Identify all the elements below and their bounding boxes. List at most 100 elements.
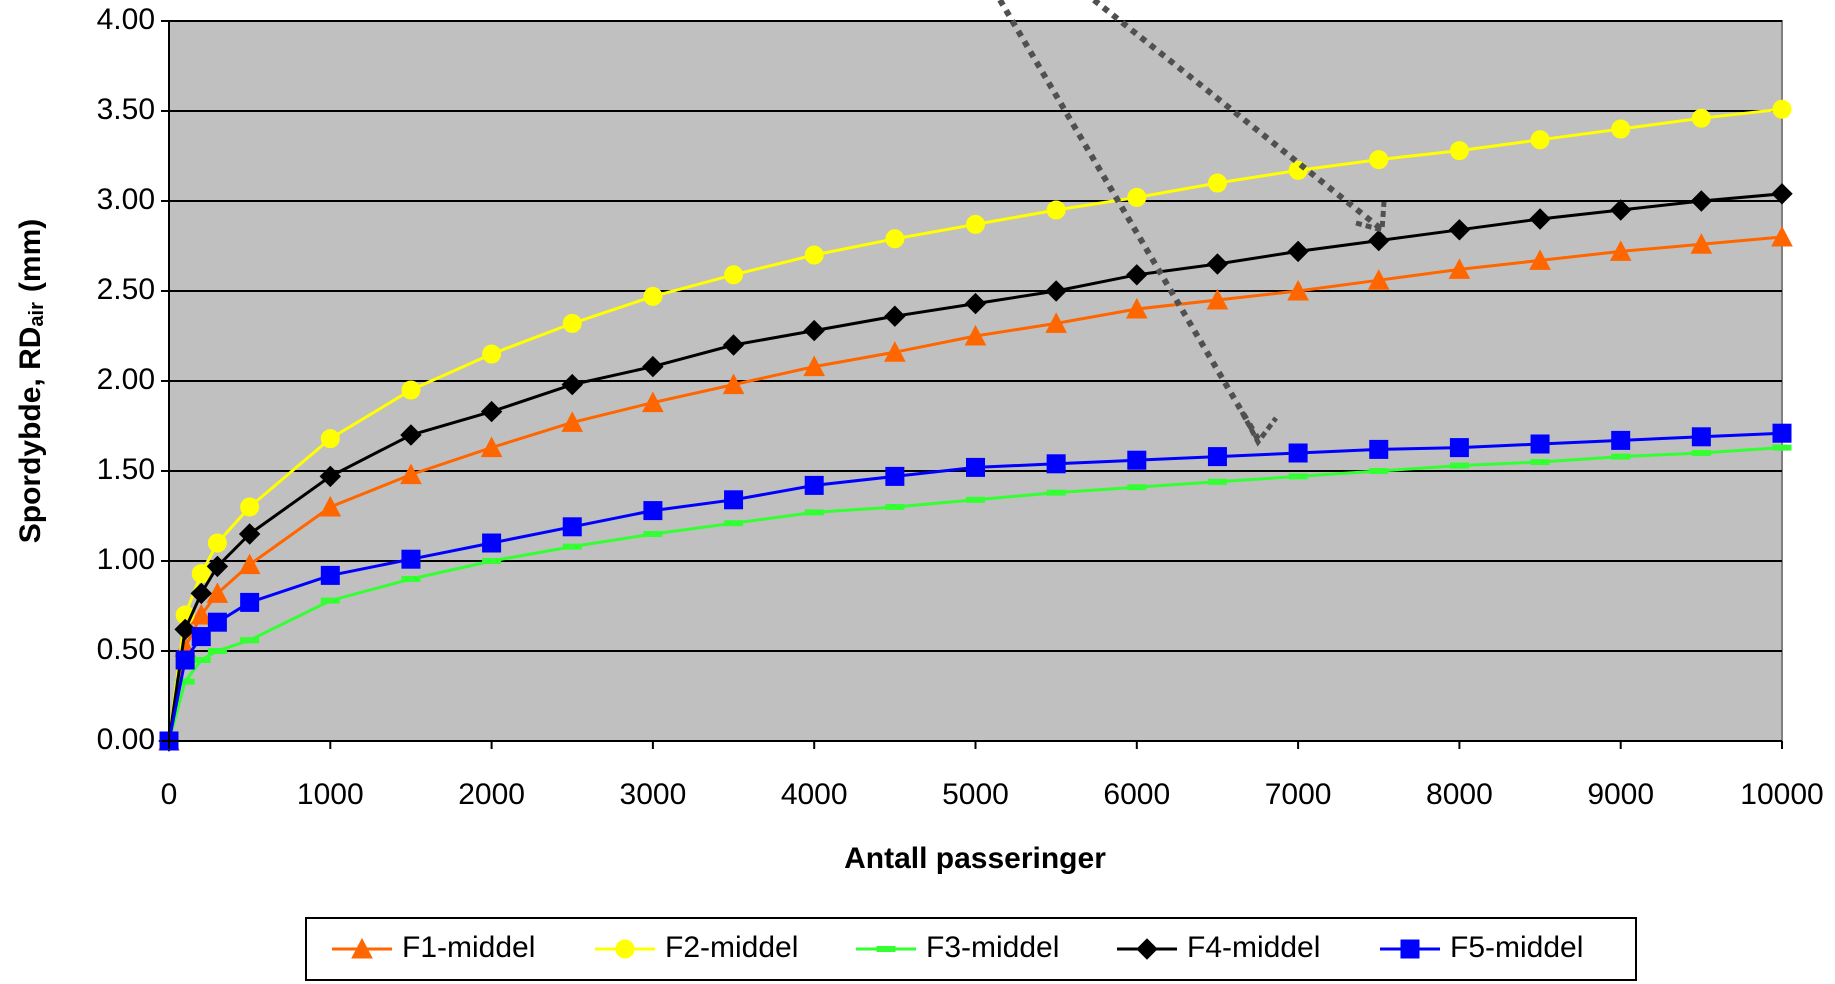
data-point — [966, 214, 985, 234]
data-point — [1127, 484, 1147, 491]
data-point — [1369, 468, 1389, 474]
data-point — [804, 475, 824, 495]
y-axis-title: Spordybde, RDair (mm) — [14, 219, 48, 544]
data-point — [1690, 190, 1713, 212]
data-point — [885, 229, 905, 249]
legend-marker — [615, 939, 635, 959]
y-tick-label: 3.00 — [97, 183, 155, 216]
data-point — [885, 466, 905, 486]
data-point — [480, 436, 503, 458]
data-point — [480, 400, 503, 423]
data-point — [1127, 450, 1147, 470]
data-point — [320, 597, 340, 604]
data-point — [1609, 240, 1632, 261]
data-point — [1691, 450, 1711, 456]
x-tick-label: 5000 — [942, 778, 1009, 811]
data-point — [1046, 489, 1066, 496]
data-point — [722, 373, 745, 395]
arrow-head — [1355, 201, 1387, 234]
data-point — [191, 657, 211, 663]
data-point — [1369, 150, 1389, 170]
data-point — [190, 582, 212, 605]
data-point — [1449, 462, 1469, 469]
data-point — [240, 497, 260, 517]
data-point — [966, 496, 985, 503]
data-point — [1046, 454, 1066, 474]
data-point — [643, 501, 663, 521]
data-point — [320, 429, 340, 449]
data-point — [191, 627, 211, 647]
data-point — [1611, 119, 1631, 139]
data-point — [1046, 200, 1066, 220]
y-tick-label: 0.50 — [97, 633, 155, 666]
data-point — [724, 265, 744, 285]
data-point — [482, 533, 502, 553]
y-axis-title-sub: air — [26, 302, 48, 327]
series-line — [167, 192, 1783, 742]
arrow — [1092, 0, 1382, 231]
data-point — [804, 509, 824, 516]
arrow-head — [1239, 410, 1278, 447]
x-tick-label: 7000 — [1265, 778, 1332, 811]
data-point — [562, 313, 582, 333]
arrow — [997, 0, 1261, 441]
data-point — [1287, 240, 1309, 263]
data-point — [174, 618, 196, 641]
data-point — [1449, 438, 1469, 458]
y-axis-title-unit: (mm) — [14, 219, 47, 292]
data-point — [238, 553, 261, 575]
data-point — [240, 592, 260, 612]
data-point — [1530, 130, 1550, 150]
y-tick-label: 2.50 — [97, 273, 155, 306]
data-point — [206, 582, 229, 603]
data-point — [1127, 187, 1147, 207]
data-point — [1530, 434, 1550, 454]
data-point — [964, 292, 987, 315]
data-point — [1287, 279, 1309, 301]
data-point — [400, 424, 422, 446]
data-point — [240, 637, 260, 644]
data-point — [1772, 423, 1792, 443]
data-point — [1611, 453, 1631, 460]
legend-items: F1-middel F2-middel F3-middel F4-middel F5-m… — [332, 931, 1583, 964]
data-point — [1691, 427, 1711, 447]
legend-marker — [1136, 938, 1158, 960]
data-point — [1772, 99, 1792, 119]
data-point — [885, 504, 905, 510]
x-axis-title: Antall passeringer — [844, 842, 1106, 875]
legend-label: F2-middel — [665, 931, 798, 964]
data-point — [1609, 199, 1632, 221]
data-point — [401, 576, 421, 582]
data-point — [1126, 264, 1148, 286]
x-tick-label: 1000 — [297, 778, 364, 811]
data-point — [1772, 444, 1792, 451]
data-point — [561, 411, 584, 432]
data-point — [964, 324, 987, 346]
legend-label: F3-middel — [926, 931, 1059, 964]
data-point — [642, 391, 664, 413]
data-point — [884, 341, 906, 362]
data-point — [1691, 108, 1711, 128]
data-point — [207, 612, 227, 632]
data-point — [561, 373, 583, 396]
data-point — [1368, 229, 1390, 252]
data-point — [401, 549, 421, 569]
data-point — [1045, 312, 1067, 333]
y-tick-label: 4.00 — [97, 3, 155, 36]
x-tick-label: 6000 — [1103, 778, 1170, 811]
y-tick-label: 2.00 — [97, 363, 155, 396]
x-tick-label: 0 — [161, 778, 178, 811]
data-point — [1448, 219, 1471, 241]
x-tick-label: 2000 — [458, 778, 525, 811]
data-point — [207, 533, 227, 553]
data-point — [1206, 253, 1229, 275]
data-point — [319, 465, 342, 488]
data-point — [401, 380, 421, 400]
data-point — [562, 517, 582, 537]
data-point — [1771, 183, 1793, 205]
data-point — [207, 648, 227, 654]
data-point — [562, 543, 582, 550]
x-tick-label: 10000 — [1740, 778, 1823, 811]
data-point — [722, 334, 745, 356]
data-point — [966, 457, 985, 477]
